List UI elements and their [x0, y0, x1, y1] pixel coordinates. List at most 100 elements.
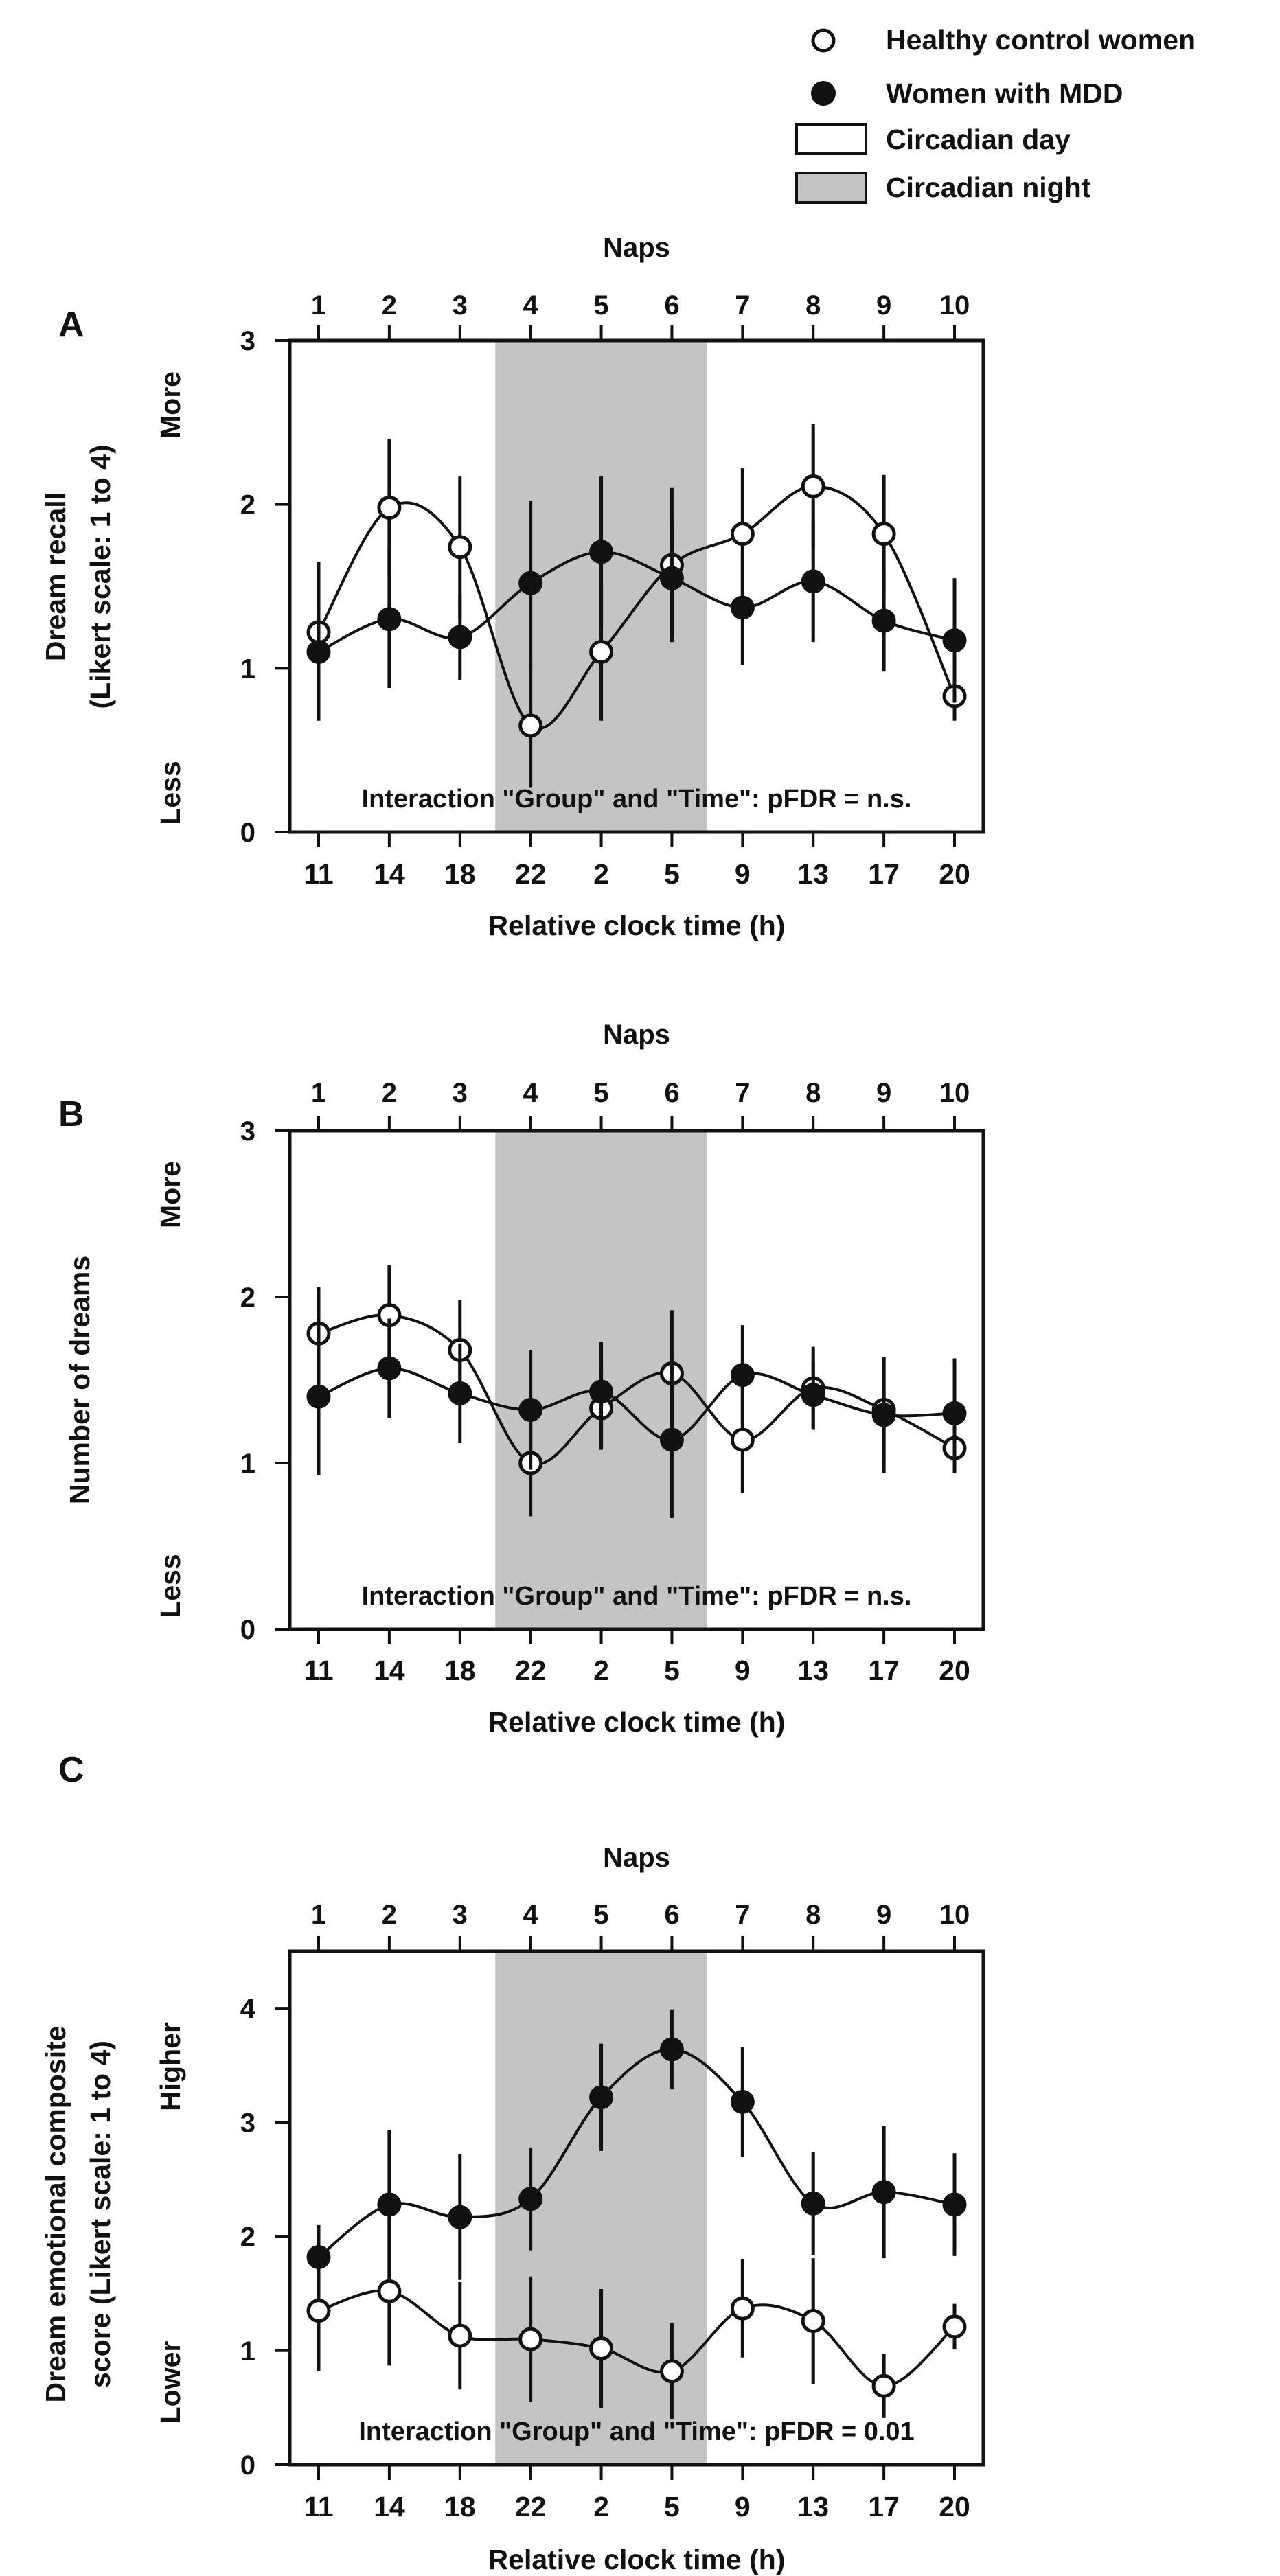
- series-line: [318, 1313, 955, 1466]
- data-point: [942, 2192, 967, 2217]
- x-tick-label: 13: [797, 858, 829, 890]
- data-point: [801, 2309, 825, 2334]
- data-point: [448, 2205, 472, 2229]
- nap-tick-label: 1: [311, 290, 326, 321]
- data-point: [448, 535, 472, 560]
- x-tick-label: 22: [515, 2491, 547, 2522]
- data-point: [801, 2191, 825, 2216]
- nap-tick-label: 9: [876, 1900, 891, 1930]
- data-point: [942, 2314, 967, 2339]
- data-point: [730, 595, 755, 620]
- x-tick-label: 17: [868, 1655, 900, 1686]
- x-tick-label: 14: [374, 1655, 405, 1686]
- legend-label-night: Circadian night: [886, 172, 1091, 203]
- nap-tick-label: 8: [805, 290, 821, 321]
- y-tick-label: 3: [240, 1116, 255, 1147]
- nap-tick-label: 6: [664, 1078, 679, 1108]
- x-tick-label: 11: [304, 2491, 333, 2522]
- x-tick-label: 22: [515, 1655, 547, 1686]
- y-tick-label: 4: [240, 1994, 256, 2024]
- data-point: [942, 1401, 967, 1425]
- y-less-label: Lower: [155, 2341, 186, 2424]
- nap-tick-label: 5: [593, 1078, 608, 1108]
- y-tick-label: 3: [240, 326, 255, 356]
- x-tick-label: 5: [664, 2491, 680, 2522]
- x-tick-label: 5: [664, 1655, 680, 1686]
- data-point: [589, 1379, 614, 1404]
- x-axis-label: Relative clock time (h): [488, 1706, 786, 1738]
- series-mdd: [306, 1318, 967, 1518]
- x-tick-label: 20: [939, 858, 970, 890]
- x-tick-label: 2: [593, 858, 609, 890]
- series-line: [318, 550, 955, 654]
- data-point: [589, 2336, 614, 2360]
- data-point: [871, 522, 896, 547]
- y-axis-label: (Likert scale: 1 to 4): [84, 444, 116, 709]
- nap-tick-label: 8: [805, 1078, 821, 1108]
- x-tick-label: 18: [444, 2491, 476, 2522]
- data-point: [377, 1356, 402, 1381]
- plot-frame: [288, 1949, 985, 2467]
- data-point: [589, 2085, 614, 2110]
- panel-label: A: [58, 305, 84, 345]
- nap-tick-label: 5: [593, 290, 608, 321]
- x-axis-label: Relative clock time (h): [488, 2544, 786, 2575]
- data-point: [730, 2089, 755, 2114]
- series-healthy: [306, 2217, 967, 2419]
- x-tick-label: 20: [939, 1655, 970, 1686]
- data-point: [589, 540, 614, 564]
- y-less-label: Less: [155, 1554, 186, 1618]
- y-axis-label: Dream emotional composite: [40, 2025, 71, 2402]
- x-tick-label: 20: [939, 2491, 970, 2522]
- data-point: [659, 2359, 684, 2384]
- plot-frame: [288, 338, 985, 834]
- y-axis-label: score (Likert scale: 1 to 4): [84, 2040, 116, 2388]
- panel-label: C: [58, 1750, 84, 1790]
- y-axis-label: Dream recall: [40, 492, 71, 661]
- nap-tick-label: 5: [593, 1900, 608, 1930]
- data-point: [377, 495, 402, 520]
- interaction-annotation: Interaction "Group" and "Time": pFDR = 0…: [358, 2417, 914, 2446]
- y-tick-label: 2: [240, 1283, 255, 1313]
- data-point: [448, 2323, 472, 2348]
- data-point: [589, 639, 614, 664]
- x-tick-label: 18: [444, 858, 476, 890]
- nap-tick-label: 4: [523, 1900, 539, 1930]
- nap-tick-label: 1: [311, 1900, 326, 1930]
- legend-marker-mdd: [811, 81, 836, 106]
- y-tick-label: 1: [240, 1449, 255, 1479]
- legend-marker-healthy: [811, 28, 836, 53]
- y-tick-label: 3: [240, 2108, 255, 2138]
- data-point: [518, 713, 543, 738]
- nap-tick-label: 7: [735, 290, 750, 321]
- legend-swatch-night: [795, 172, 867, 204]
- data-point: [871, 2373, 896, 2398]
- data-point: [518, 2327, 543, 2351]
- data-point: [377, 2192, 402, 2217]
- y-more-label: More: [155, 371, 186, 439]
- legend: Healthy control women Women with MDD Cir…: [795, 24, 1196, 204]
- x-tick-label: 11: [304, 858, 333, 890]
- data-point: [871, 1403, 896, 1427]
- data-point: [801, 569, 825, 594]
- x-tick-label: 2: [593, 2491, 609, 2522]
- top-axis-title: Naps: [603, 1843, 670, 1873]
- data-point: [518, 2187, 543, 2211]
- nap-tick-label: 3: [453, 1078, 468, 1108]
- nap-tick-label: 2: [382, 290, 397, 321]
- series-mdd: [306, 2009, 967, 2290]
- y-tick-label: 2: [240, 2222, 255, 2253]
- series-line: [317, 2047, 955, 2259]
- y-tick-label: 0: [240, 1615, 255, 1645]
- y-tick-label: 0: [240, 818, 255, 848]
- x-tick-label: 14: [374, 2491, 405, 2522]
- y-tick-label: 1: [240, 2336, 255, 2367]
- data-point: [377, 607, 402, 632]
- y-more-label: More: [155, 1161, 186, 1228]
- data-point: [377, 2279, 402, 2303]
- x-tick-label: 2: [593, 1655, 609, 1686]
- data-point: [518, 571, 543, 595]
- y-tick-label: 0: [240, 2450, 255, 2481]
